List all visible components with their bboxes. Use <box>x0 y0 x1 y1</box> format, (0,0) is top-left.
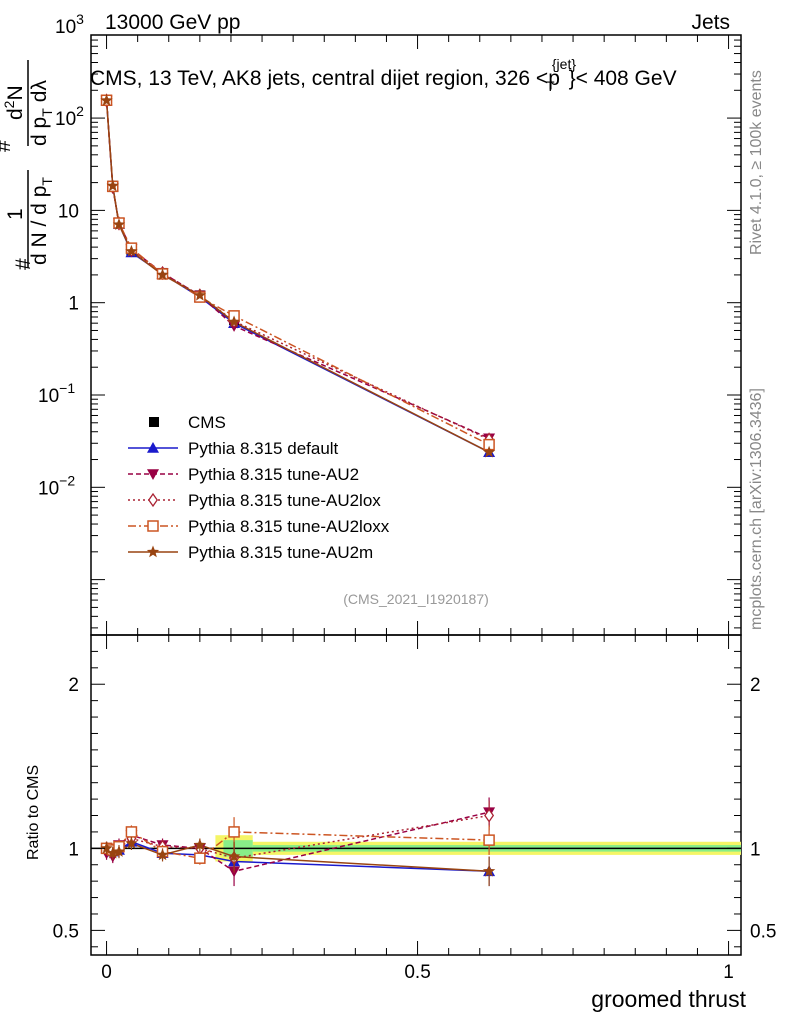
svg-text:# 1 d N / d pT: # 1 d N / d pT # d2N d pTdλ <box>0 80 57 271</box>
ratio-frame <box>90 634 742 956</box>
series-point-ratio <box>112 845 126 857</box>
series-point-ratio <box>193 838 207 851</box>
y-tick-label-ratio-right: 0.5 <box>750 921 776 942</box>
series-point-main <box>112 218 126 230</box>
legend-label: Pythia 8.315 tune-AU2m <box>188 543 373 562</box>
y-tick-label-main: 10 <box>58 201 79 222</box>
ylabel-num2-sup: 2 <box>1 100 17 108</box>
y-tick-label-main: 102 <box>55 103 84 130</box>
series-point-main <box>193 288 207 301</box>
series-point-ratio <box>228 826 240 838</box>
ylabel-num2-rest: N <box>4 85 27 100</box>
legend-label: Pythia 8.315 tune-AU2 <box>188 465 359 484</box>
series-point-ratio <box>100 841 113 854</box>
series-point-main <box>100 94 113 106</box>
series-point-main <box>125 244 138 257</box>
legend-item: Pythia 8.315 tune-AU2lox <box>128 491 381 510</box>
ylabel-frac-den-sub: T <box>39 177 55 186</box>
series-point-ratio <box>106 846 119 859</box>
mcplots-label: mcplots.cern.ch [arXiv:1306.3436] <box>748 388 765 630</box>
x-tick-label: 0.5 <box>404 962 430 983</box>
ylabel-den2-rest: dλ <box>28 80 51 103</box>
y-axis-label-main: # 1 d N / d pT # d2N d pTdλ <box>0 60 57 271</box>
y-axis-label-ratio: Ratio to CMS <box>25 765 42 860</box>
chart-title: CMS, 13 TeV, AK8 jets, central dijet reg… <box>90 56 677 94</box>
y-tick-label-main: 103 <box>55 11 84 38</box>
title-subscript: T <box>546 78 555 94</box>
series-point-ratio <box>125 836 138 849</box>
analysis-id: (CMS_2021_I1920187) <box>343 591 489 607</box>
category-label: Jets <box>691 11 730 34</box>
legend-marker <box>147 520 159 532</box>
series-point-main <box>106 179 119 192</box>
series-point-ratio <box>482 864 496 877</box>
energy-label: 13000 GeV pp <box>105 11 240 34</box>
legend-label: Pythia 8.315 default <box>188 439 339 458</box>
series-point-ratio <box>227 850 241 862</box>
title-superscript: {jet} <box>552 56 576 72</box>
series-point-main <box>482 445 496 458</box>
legend-marker <box>146 545 160 558</box>
y-tick-label-main: 10−2 <box>38 472 75 499</box>
series-point-ratio <box>156 848 169 861</box>
ylabel-frac-den: d N / d p <box>28 186 51 265</box>
y-tick-label-ratio-left: 0.5 <box>53 921 79 942</box>
y-tick-label-main: 10−1 <box>38 380 75 407</box>
ylabel-num2: d <box>4 108 27 120</box>
series-point-main <box>156 268 169 281</box>
x-tick-label: 0 <box>101 962 112 983</box>
legend-marker-cms <box>149 417 159 427</box>
ylabel-hash-2: # <box>0 140 15 152</box>
legend-item: Pythia 8.315 tune-AU2loxx <box>128 517 390 536</box>
series-point-ratio <box>484 808 495 823</box>
legend-label: Pythia 8.315 tune-AU2lox <box>188 491 381 510</box>
y-tick-label-main: 1 <box>68 294 79 315</box>
ylabel-den2-sub: T <box>39 108 55 117</box>
ylabel-den2: d p <box>28 117 51 146</box>
series-point-main <box>227 315 241 328</box>
legend-label: CMS <box>188 413 226 432</box>
x-axis-label: groomed thrust <box>591 986 746 1012</box>
legend-marker <box>147 442 159 453</box>
y-tick-label-ratio-right: 2 <box>750 675 761 696</box>
legend-item: Pythia 8.315 tune-AU2m <box>128 543 373 562</box>
series-point-ratio <box>483 834 495 846</box>
y-tick-label-ratio-right: 1 <box>750 839 761 860</box>
y-tick-label-ratio-left: 1 <box>68 839 79 860</box>
ylabel-hash-1: # <box>12 258 35 270</box>
legend-item: Pythia 8.315 default <box>128 439 339 458</box>
legend-label: Pythia 8.315 tune-AU2loxx <box>188 517 390 536</box>
legend-item-cms: CMS <box>149 413 226 432</box>
ylabel-frac-num: 1 <box>4 208 27 220</box>
series-point-ratio <box>194 852 206 864</box>
x-tick-label: 1 <box>723 962 734 983</box>
legend-marker <box>147 469 159 480</box>
title-end: }< 408 GeV <box>569 67 677 90</box>
rivet-label: Rivet 4.1.0, ≥ 100k events <box>748 70 765 255</box>
legend-marker <box>148 492 158 508</box>
legend-item: Pythia 8.315 tune-AU2 <box>128 465 359 484</box>
y-tick-label-ratio-left: 2 <box>68 675 79 696</box>
title-main: CMS, 13 TeV, AK8 jets, central dijet reg… <box>90 67 560 90</box>
series-point-ratio <box>125 826 138 838</box>
